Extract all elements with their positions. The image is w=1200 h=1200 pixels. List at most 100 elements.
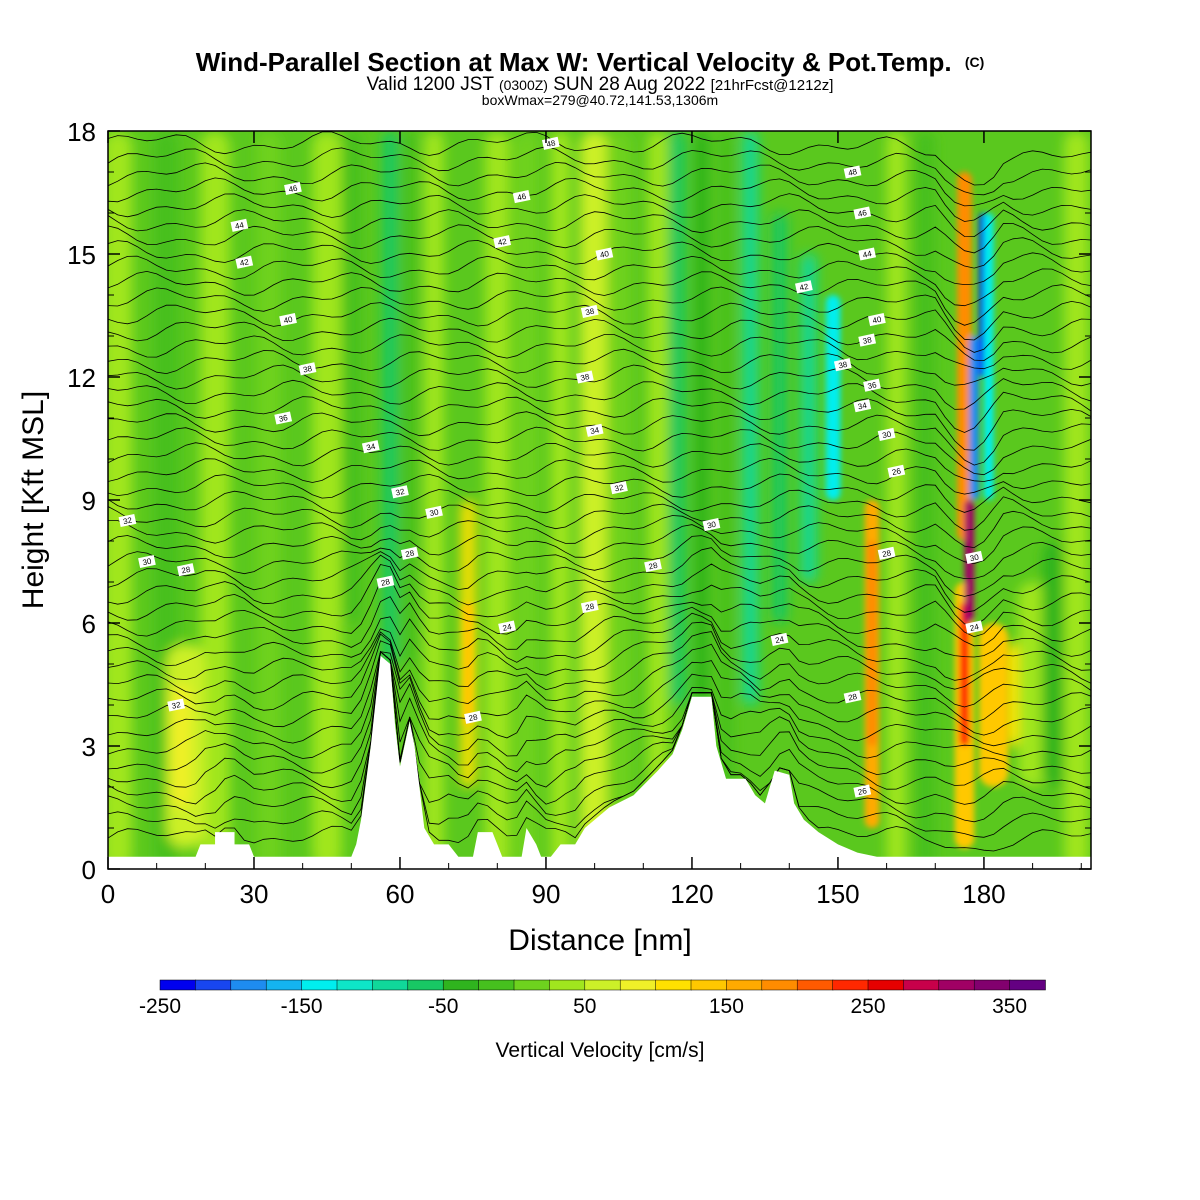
y-tick-label: 3 <box>82 732 96 762</box>
x-tick-label: 120 <box>670 879 713 909</box>
theta-contour <box>108 650 1091 805</box>
theta-label-text: 36 <box>278 413 289 424</box>
y-tick-label: 15 <box>67 240 96 270</box>
theta-label: 34 <box>361 440 380 454</box>
theta-label: 36 <box>863 378 881 392</box>
theta-label-text: 38 <box>580 372 591 383</box>
theta-label: 30 <box>425 505 443 519</box>
colorbar-swatch <box>619 979 657 991</box>
theta-label-text: 28 <box>648 561 659 572</box>
theta-label-text: 38 <box>838 360 849 371</box>
chart-title: Wind-Parallel Section at Max W: Vertical… <box>196 47 985 77</box>
theta-label: 28 <box>376 575 395 589</box>
theta-contour <box>108 650 1091 852</box>
theta-contour <box>108 596 1091 658</box>
theta-label: 36 <box>274 411 293 425</box>
theta-contour <box>108 650 1091 790</box>
chart-subtitle: Valid 1200 JST (0300Z) SUN 28 Aug 2022 [… <box>367 74 834 95</box>
x-tick-label: 30 <box>240 879 269 909</box>
theta-label-text: 48 <box>847 167 858 178</box>
colorbar-tick-label: 350 <box>992 995 1027 1018</box>
theta-contour <box>108 547 1091 613</box>
velocity-cell <box>312 131 342 869</box>
velocity-cell <box>550 131 571 869</box>
theta-label: 30 <box>138 554 156 569</box>
theta-contour <box>108 503 1091 549</box>
theta-label-text: 28 <box>380 577 391 588</box>
colorbar-swatch <box>973 979 1011 991</box>
theta-contour <box>108 334 1091 370</box>
theta-label-text: 40 <box>283 315 294 326</box>
theta-label-text: 36 <box>867 380 878 391</box>
theta-label-text: 42 <box>239 257 250 268</box>
colorbar-swatch <box>265 979 303 991</box>
velocity-cell <box>580 131 610 869</box>
theta-label-text: 30 <box>969 552 980 563</box>
theta-contour <box>108 621 1091 690</box>
theta-label: 48 <box>843 165 862 179</box>
velocity-cell <box>772 213 787 623</box>
colorbar-label: Vertical Velocity [cm/s] <box>496 1039 705 1062</box>
theta-contour <box>108 650 1091 838</box>
colorbar-swatch <box>478 979 515 991</box>
theta-label-text: 32 <box>395 487 406 498</box>
colorbar-swatch <box>549 979 586 991</box>
colorbar-swatch <box>938 979 975 991</box>
velocity-cell <box>867 541 877 746</box>
theta-contour <box>108 535 1091 597</box>
velocity-cell <box>969 336 980 500</box>
colorbar-swatch <box>761 979 798 991</box>
y-tick-label: 6 <box>82 609 96 639</box>
theta-label: 28 <box>580 600 599 614</box>
theta-contour <box>108 224 1091 269</box>
theta-label-text: 28 <box>881 548 892 559</box>
theta-label: 38 <box>833 358 852 372</box>
x-axis-label: Distance [nm] <box>508 924 691 957</box>
colorbar-swatch <box>442 979 480 991</box>
theta-label: 24 <box>770 632 789 646</box>
colorbar-swatch <box>690 979 728 991</box>
theta-label-text: 26 <box>857 786 868 797</box>
theta-contour <box>108 364 1091 410</box>
theta-label: 38 <box>298 362 317 376</box>
theta-label: 34 <box>585 423 604 437</box>
velocity-cell <box>670 131 685 705</box>
velocity-cell <box>825 295 841 500</box>
theta-label-text: 38 <box>302 364 313 375</box>
theta-label-text: 40 <box>599 249 610 260</box>
x-axis: 0 30 60 90 120 150 180 <box>101 131 1082 909</box>
copyright-mark: (C) <box>965 54 984 70</box>
theta-contour <box>108 146 1091 196</box>
colorbar-swatch <box>584 979 621 991</box>
theta-contour <box>108 651 1091 747</box>
x-tick-label: 60 <box>386 879 415 909</box>
theta-label-text: 42 <box>799 282 810 293</box>
velocity-cell <box>915 131 936 869</box>
theta-label-text: 28 <box>468 712 479 723</box>
theta-label-text: 42 <box>497 237 508 248</box>
velocity-cell <box>485 131 510 869</box>
theta-contour <box>108 564 1091 638</box>
theta-label-text: 26 <box>891 466 902 477</box>
theta-contour <box>108 524 1091 580</box>
velocity-cell <box>108 131 133 869</box>
theta-label: 42 <box>493 235 512 249</box>
velocity-cell <box>959 602 970 746</box>
theta-contour <box>108 633 1091 723</box>
colorbar-tick-label: 150 <box>709 995 744 1018</box>
theta-contour <box>108 177 1091 222</box>
terrain-mask <box>108 655 1091 869</box>
theta-label-text: 28 <box>181 565 192 576</box>
theta-label-text: 34 <box>366 442 377 453</box>
theta-contour <box>108 473 1091 513</box>
colorbar-swatch <box>867 979 905 991</box>
theta-contour <box>108 286 1091 341</box>
theta-contour <box>108 612 1091 681</box>
theta-contour <box>108 348 1091 387</box>
theta-label-text: 32 <box>171 700 182 711</box>
plot-area: 32 30 28 32 46 44 42 40 38 36 34 32 30 28 28 24 28 48 46 42… <box>108 131 1091 869</box>
y-tick-label: 12 <box>67 363 96 393</box>
theta-label: 24 <box>498 620 516 634</box>
